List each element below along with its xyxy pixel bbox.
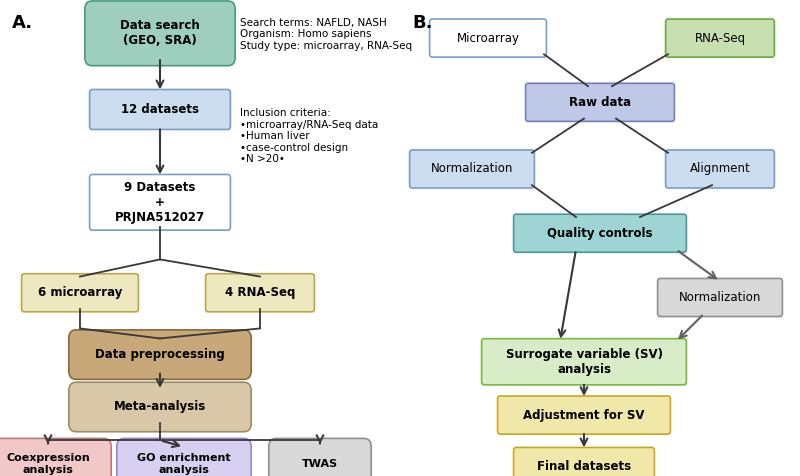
Text: 9 Datasets
+
PRJNA512027: 9 Datasets + PRJNA512027: [115, 181, 205, 224]
FancyBboxPatch shape: [658, 278, 782, 317]
FancyBboxPatch shape: [206, 274, 314, 312]
FancyBboxPatch shape: [526, 83, 674, 121]
FancyBboxPatch shape: [410, 150, 534, 188]
FancyBboxPatch shape: [0, 438, 111, 476]
FancyBboxPatch shape: [117, 438, 251, 476]
Text: B.: B.: [412, 14, 433, 32]
FancyBboxPatch shape: [90, 89, 230, 129]
Text: Quality controls: Quality controls: [547, 227, 653, 240]
Text: GO enrichment
analysis: GO enrichment analysis: [137, 453, 231, 475]
Text: 6 microarray: 6 microarray: [38, 286, 122, 299]
Text: Alignment: Alignment: [690, 162, 750, 176]
Text: Data preprocessing: Data preprocessing: [95, 348, 225, 361]
FancyBboxPatch shape: [666, 19, 774, 57]
Text: 4 RNA-Seq: 4 RNA-Seq: [225, 286, 295, 299]
Text: 12 datasets: 12 datasets: [121, 103, 199, 116]
Text: Meta-analysis: Meta-analysis: [114, 400, 206, 414]
Text: Normalization: Normalization: [679, 291, 761, 304]
Text: Adjustment for SV: Adjustment for SV: [523, 408, 645, 422]
Text: A.: A.: [12, 14, 33, 32]
FancyBboxPatch shape: [69, 382, 251, 432]
FancyBboxPatch shape: [22, 274, 138, 312]
FancyBboxPatch shape: [430, 19, 546, 57]
FancyBboxPatch shape: [514, 447, 654, 476]
FancyBboxPatch shape: [514, 214, 686, 252]
FancyBboxPatch shape: [85, 1, 235, 66]
Text: Microarray: Microarray: [457, 31, 519, 45]
FancyBboxPatch shape: [90, 175, 230, 230]
Text: RNA-Seq: RNA-Seq: [694, 31, 746, 45]
FancyBboxPatch shape: [69, 330, 251, 379]
Text: Normalization: Normalization: [431, 162, 513, 176]
Text: Coexpression
analysis: Coexpression analysis: [6, 453, 90, 475]
Text: Data search
(GEO, SRA): Data search (GEO, SRA): [120, 20, 200, 47]
Text: Final datasets: Final datasets: [537, 460, 631, 473]
FancyBboxPatch shape: [498, 396, 670, 434]
FancyBboxPatch shape: [666, 150, 774, 188]
Text: Search terms: NAFLD, NASH
Organism: Homo sapiens
Study type: microarray, RNA-Seq: Search terms: NAFLD, NASH Organism: Homo…: [240, 18, 412, 51]
Text: Surrogate variable (SV)
analysis: Surrogate variable (SV) analysis: [506, 348, 662, 376]
Text: Inclusion criteria:
•microarray/RNA-Seq data
•Human liver
•case-control design
•: Inclusion criteria: •microarray/RNA-Seq …: [240, 108, 378, 164]
Text: TWAS: TWAS: [302, 459, 338, 469]
FancyBboxPatch shape: [269, 438, 371, 476]
FancyBboxPatch shape: [482, 339, 686, 385]
Text: Raw data: Raw data: [569, 96, 631, 109]
